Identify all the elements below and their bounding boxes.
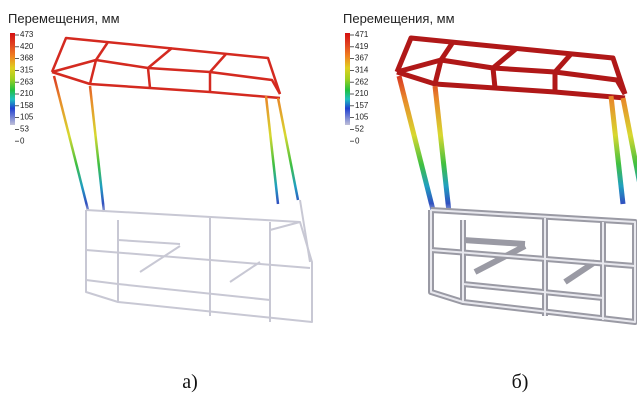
scale-label: 473 [20,30,34,39]
figure: Перемещения, мм 473 420 368 315 263 210 158 105 5… [0,0,637,398]
scale-label: 158 [20,101,34,110]
scale-label: 367 [355,54,369,63]
scale-label: 315 [20,66,34,75]
scale-label: 0 [20,136,25,145]
scale-label: 157 [355,101,369,110]
frame-a [52,38,312,322]
scale-label: 0 [355,136,360,145]
scale-label: 52 [355,125,364,134]
scale-label: 420 [20,42,34,51]
color-scale [10,33,15,125]
scale-label: 105 [20,113,34,122]
scale-label: 263 [20,77,34,86]
scale-label: 53 [20,125,29,134]
scale-label: 105 [355,113,369,122]
scale-label: 262 [355,77,369,86]
scale-label: 314 [355,66,369,75]
scale-label: 210 [20,89,34,98]
panel-caption: б) [512,371,529,393]
scale-label: 419 [355,42,369,51]
legend-title: Перемещения, мм [343,11,455,26]
legend-title: Перемещения, мм [8,11,120,26]
scale-label: 368 [20,54,34,63]
scale-label: 210 [355,89,369,98]
frame-b [397,38,637,322]
color-scale [345,33,350,125]
scale-label: 471 [355,30,369,39]
panel-caption: а) [182,371,198,393]
